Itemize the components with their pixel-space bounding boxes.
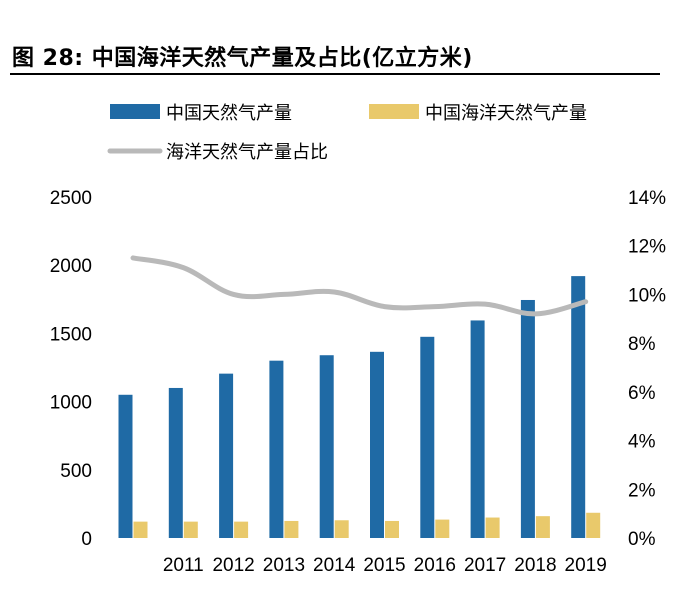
x-axis-tick-label: 2019 — [565, 555, 607, 576]
right-axis-tick-label: 14% — [628, 188, 666, 209]
bar-offshore-gas-output — [435, 519, 450, 538]
right-axis-tick-label: 8% — [628, 334, 656, 355]
left-axis-tick-label: 1000 — [50, 393, 92, 414]
bar-national-gas-output — [370, 351, 384, 538]
bar-national-gas-output — [571, 276, 586, 538]
title-divider — [10, 73, 660, 75]
bar-national-gas-output — [470, 320, 485, 538]
bar-offshore-gas-output — [485, 517, 500, 538]
figure-title: 图 28: 中国海洋天然气产量及占比(亿立方米) — [12, 46, 473, 71]
bar-offshore-gas-output — [385, 520, 399, 538]
right-axis-tick-label: 12% — [628, 237, 666, 258]
bar-national-gas-output — [420, 336, 435, 538]
bar-offshore-gas-output — [284, 520, 299, 538]
x-axis-tick-label: 2016 — [414, 555, 456, 576]
left-axis-tick-label: 500 — [60, 461, 92, 482]
bar-national-gas-output — [168, 387, 183, 538]
right-axis-tick-label: 0% — [628, 529, 656, 550]
bar-offshore-gas-output — [183, 521, 198, 538]
x-axis-tick-label: 2012 — [212, 555, 254, 576]
x-axis-tick-label: 2014 — [313, 555, 356, 576]
right-axis-tick-label: 4% — [628, 432, 656, 453]
left-axis-tick-label: 1500 — [50, 324, 92, 345]
right-axis-tick-label: 10% — [628, 285, 666, 306]
left-axis-tick-label: 2500 — [50, 188, 92, 209]
legend-label-offshore-gas: 中国海洋天然气产量 — [425, 103, 587, 123]
right-axis-tick-label: 6% — [628, 383, 656, 404]
right-axis-tick-label: 2% — [628, 480, 656, 501]
bar-national-gas-output — [118, 394, 133, 538]
bar-national-gas-output — [269, 360, 284, 538]
line-offshore-share — [130, 255, 589, 317]
legend-swatch-national-gas — [110, 104, 160, 119]
bar-offshore-gas-output — [334, 520, 349, 538]
legend-swatch-offshore-gas — [369, 104, 419, 119]
bar-national-gas-output — [520, 299, 535, 538]
legend-label-offshore-share: 海洋天然气产量占比 — [166, 142, 328, 162]
bar-offshore-gas-output — [133, 521, 148, 538]
bar-offshore-gas-output — [535, 516, 550, 538]
legend-label-national-gas: 中国天然气产量 — [166, 103, 292, 123]
bar-national-gas-output — [219, 373, 234, 538]
x-axis-tick-label: 2011 — [163, 555, 204, 576]
bar-offshore-gas-output — [234, 521, 249, 538]
x-axis-tick-label: 2013 — [263, 555, 305, 576]
left-axis-tick-label: 2000 — [50, 256, 92, 277]
x-axis-tick-label: 2018 — [514, 555, 556, 576]
bar-offshore-gas-output — [586, 512, 601, 538]
x-axis-tick-label: 2015 — [363, 555, 405, 576]
x-axis-tick-label: 2017 — [464, 555, 506, 576]
bar-national-gas-output — [319, 355, 334, 538]
left-axis-tick-label: 0 — [81, 529, 92, 550]
